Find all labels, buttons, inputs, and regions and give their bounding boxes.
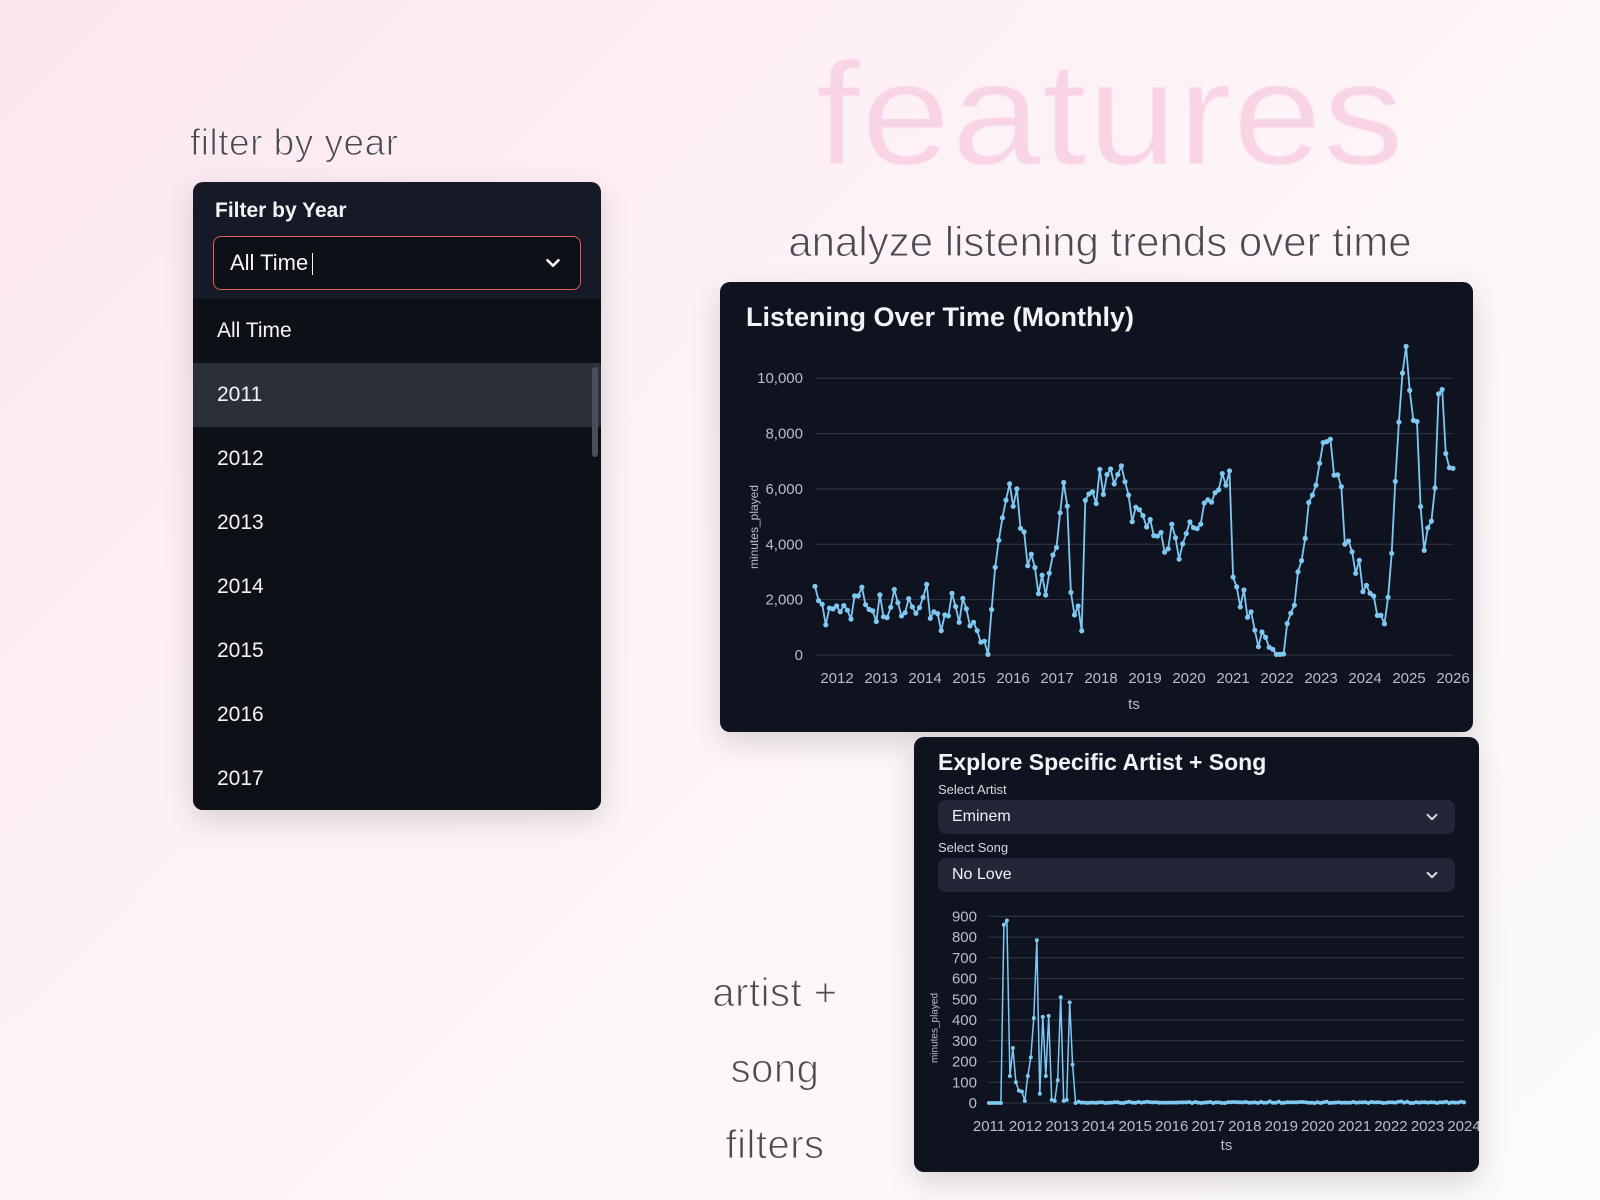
- svg-text:800: 800: [952, 929, 977, 946]
- svg-text:600: 600: [952, 971, 977, 988]
- svg-text:400: 400: [952, 1012, 977, 1029]
- svg-text:0: 0: [969, 1095, 977, 1112]
- svg-text:2016: 2016: [1155, 1118, 1188, 1135]
- svg-text:2015: 2015: [952, 670, 985, 687]
- svg-text:ts: ts: [1221, 1137, 1233, 1154]
- svg-text:2019: 2019: [1265, 1118, 1298, 1135]
- svg-text:2026: 2026: [1436, 670, 1469, 687]
- svg-text:2012: 2012: [820, 670, 853, 687]
- svg-text:2020: 2020: [1301, 1118, 1334, 1135]
- svg-text:2021: 2021: [1338, 1118, 1371, 1135]
- svg-text:2,000: 2,000: [765, 592, 803, 609]
- svg-text:900: 900: [952, 908, 977, 925]
- svg-text:0: 0: [795, 647, 803, 664]
- svg-text:2014: 2014: [908, 670, 941, 687]
- svg-text:100: 100: [952, 1074, 977, 1091]
- svg-text:10,000: 10,000: [757, 370, 803, 387]
- svg-text:8,000: 8,000: [765, 426, 803, 443]
- svg-text:4,000: 4,000: [765, 536, 803, 553]
- svg-text:2019: 2019: [1128, 670, 1161, 687]
- svg-text:6,000: 6,000: [765, 481, 803, 498]
- svg-text:2014: 2014: [1082, 1118, 1115, 1135]
- svg-text:2023: 2023: [1411, 1118, 1444, 1135]
- svg-text:2024: 2024: [1348, 670, 1381, 687]
- svg-text:2011: 2011: [973, 1118, 1005, 1135]
- svg-text:2013: 2013: [864, 670, 897, 687]
- svg-text:2016: 2016: [996, 670, 1029, 687]
- svg-text:2018: 2018: [1084, 670, 1117, 687]
- svg-text:2015: 2015: [1119, 1118, 1152, 1135]
- svg-text:2017: 2017: [1192, 1118, 1225, 1135]
- svg-text:2020: 2020: [1172, 670, 1205, 687]
- svg-text:2023: 2023: [1304, 670, 1337, 687]
- svg-text:2012: 2012: [1009, 1118, 1042, 1135]
- svg-text:2022: 2022: [1260, 670, 1293, 687]
- svg-text:300: 300: [952, 1033, 977, 1050]
- svg-text:2018: 2018: [1228, 1118, 1261, 1135]
- svg-text:ts: ts: [1128, 696, 1140, 713]
- svg-text:2024: 2024: [1447, 1118, 1479, 1135]
- svg-text:700: 700: [952, 950, 977, 967]
- svg-text:500: 500: [952, 991, 977, 1008]
- svg-text:200: 200: [952, 1054, 977, 1071]
- svg-text:2022: 2022: [1374, 1118, 1407, 1135]
- svg-text:2013: 2013: [1045, 1118, 1078, 1135]
- svg-text:2025: 2025: [1392, 670, 1425, 687]
- svg-text:2017: 2017: [1040, 670, 1073, 687]
- svg-text:2021: 2021: [1216, 670, 1249, 687]
